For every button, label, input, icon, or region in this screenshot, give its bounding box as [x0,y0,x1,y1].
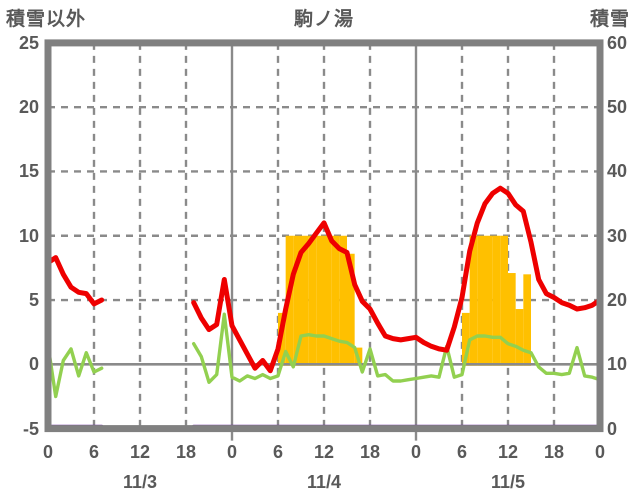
left-axis-tick-label: 0 [28,354,39,375]
orange-bar [301,235,309,366]
right-axis-title: 積雪 [589,9,630,30]
x-axis-tick-label: 0 [226,442,237,462]
x-axis-tick-label: 6 [88,442,99,462]
x-axis-tick-label: 0 [410,442,421,462]
right-axis-tick-label: 60 [607,32,628,53]
orange-bar [469,235,478,366]
left-axis-title: 積雪以外 [6,9,87,30]
x-axis-tick-label: 0 [42,442,53,462]
x-axis-tick-label: 18 [175,442,197,462]
orange-bar [324,235,332,366]
left-axis-tick-label: 15 [18,161,39,182]
x-axis-tick-label: 18 [543,442,565,462]
x-axis-tick-label: 6 [456,442,467,462]
orange-bar [500,235,508,366]
left-axis-tick-label: 20 [18,97,39,118]
orange-bar [331,235,340,366]
red-line-segment [45,255,105,307]
orange-bar [523,274,531,366]
plot-border [44,39,604,433]
right-axis-tick-label: 10 [607,354,628,375]
orange-bar [339,235,347,366]
orange-bar [293,235,301,366]
orange-bar [316,235,324,366]
x-axis-tick-label: 18 [359,442,381,462]
x-axis-tick-label: 12 [313,442,335,462]
chart-title: 駒ノ湯 [293,9,354,30]
orange-bar [515,309,524,366]
orange-bar [477,235,485,366]
x-axis-date-label: 11/3 [122,472,158,492]
green-line-segment [46,343,104,399]
left-axis-tick-label: 25 [18,32,39,53]
red-line-segment [191,185,603,374]
orange-bar [485,235,493,366]
orange-bar [347,253,355,366]
right-axis-tick-label: 30 [607,225,628,246]
left-axis-tick-label: 10 [18,225,39,246]
green-line-segment [191,312,602,384]
orange-bar [508,273,516,366]
right-axis-tick-label: 50 [607,97,628,118]
x-axis-date-label: 11/4 [306,472,342,492]
x-axis-tick-label: 0 [594,442,605,462]
right-axis-tick-label: 0 [607,418,618,439]
left-axis-tick-label: -5 [22,418,39,439]
x-axis-tick-label: 6 [272,442,283,462]
x-axis-date-label: 11/5 [490,472,526,492]
left-axis-tick-label: 5 [28,290,39,311]
right-axis-tick-label: 20 [607,290,628,311]
x-axis-tick-label: 12 [129,442,151,462]
orange-bar [308,235,317,366]
right-axis-tick-label: 40 [607,161,628,182]
orange-bar [462,312,470,366]
x-axis-tick-label: 12 [497,442,519,462]
orange-bar [492,235,501,366]
